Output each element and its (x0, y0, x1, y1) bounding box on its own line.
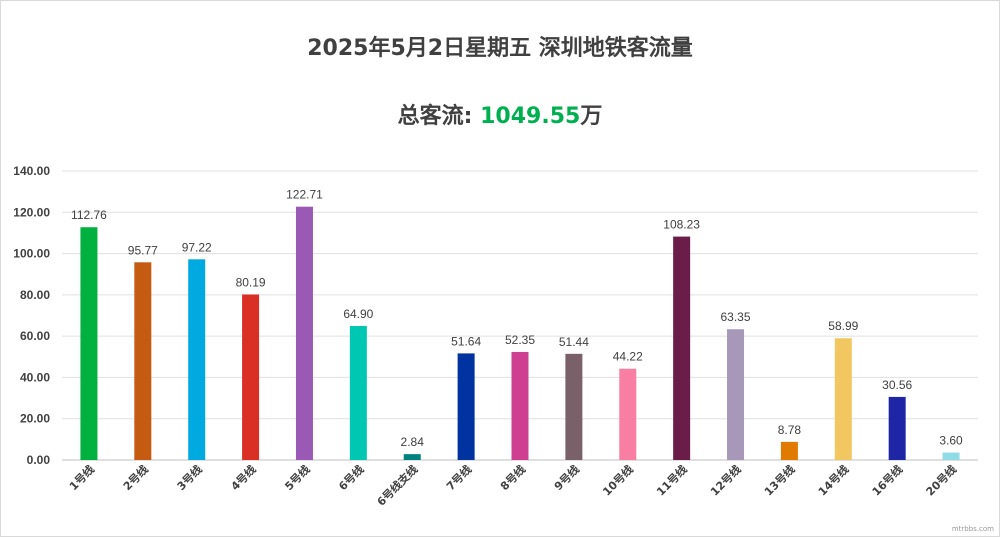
y-tick-label: 100.00 (13, 247, 50, 261)
x-tick-label: 14号线 (815, 462, 851, 498)
bar (727, 329, 745, 460)
x-tick-label: 3号线 (174, 462, 205, 493)
bar (780, 441, 798, 460)
data-label: 51.64 (451, 334, 481, 348)
x-tick-label: 11号线 (653, 462, 689, 498)
x-tick-label: 2号线 (120, 462, 151, 493)
bar (457, 353, 475, 460)
bar (673, 236, 691, 460)
data-label: 122.71 (286, 188, 323, 202)
bar (942, 452, 960, 460)
bar (134, 262, 152, 460)
total-label: 总客流: (397, 104, 481, 129)
bar (888, 396, 906, 460)
data-label: 64.90 (343, 307, 373, 321)
bar (188, 259, 206, 460)
data-label: 58.99 (828, 319, 858, 333)
y-tick-label: 20.00 (20, 412, 50, 426)
data-label: 44.22 (613, 350, 643, 364)
data-label: 3.60 (939, 434, 963, 448)
watermark: mtrbbs.com (951, 525, 994, 533)
bar (511, 351, 529, 460)
data-label: 52.35 (505, 333, 535, 347)
y-tick-label: 60.00 (20, 329, 50, 343)
bar (349, 326, 367, 460)
x-tick-label: 13号线 (761, 462, 797, 498)
x-tick-label: 16号线 (869, 462, 905, 498)
data-label: 63.35 (721, 310, 751, 324)
total-ridership: 总客流: 1049.55万 (0, 98, 1000, 130)
x-tick-label: 6号线 (336, 462, 367, 493)
y-tick-label: 80.00 (20, 288, 50, 302)
bar (834, 338, 852, 460)
x-tick-label: 6号线支线 (374, 462, 420, 508)
data-label: 112.76 (71, 208, 107, 222)
bar (242, 294, 260, 460)
y-tick-label: 0.00 (27, 453, 51, 467)
data-label: 51.44 (559, 335, 589, 349)
data-label: 2.84 (401, 435, 425, 449)
y-tick-label: 140.00 (13, 164, 50, 178)
x-tick-label: 4号线 (228, 462, 259, 493)
total-value: 1049.55 (480, 104, 581, 129)
x-tick-label: 20号线 (923, 462, 959, 498)
y-tick-label: 40.00 (20, 370, 50, 384)
x-tick-label: 7号线 (443, 462, 474, 493)
bar (565, 353, 583, 460)
x-tick-label: 10号线 (600, 462, 636, 498)
data-label: 95.77 (128, 243, 158, 257)
data-label: 80.19 (236, 275, 266, 289)
x-tick-label: 1号线 (66, 462, 97, 493)
bar (403, 454, 421, 460)
x-tick-label: 8号线 (497, 462, 528, 493)
y-tick-label: 120.00 (13, 205, 50, 219)
bar (619, 368, 637, 460)
data-label: 8.78 (778, 423, 802, 437)
data-label: 108.23 (663, 218, 700, 232)
x-tick-label: 12号线 (707, 462, 743, 498)
chart-title: 2025年5月2日星期五 深圳地铁客流量 (307, 36, 693, 61)
total-unit: 万 (580, 104, 603, 129)
x-tick-label: 9号线 (551, 462, 582, 493)
x-tick-label: 5号线 (282, 462, 313, 493)
data-label: 97.22 (182, 240, 212, 254)
bar (80, 227, 98, 460)
data-label: 30.56 (882, 378, 912, 392)
bar (295, 206, 313, 460)
